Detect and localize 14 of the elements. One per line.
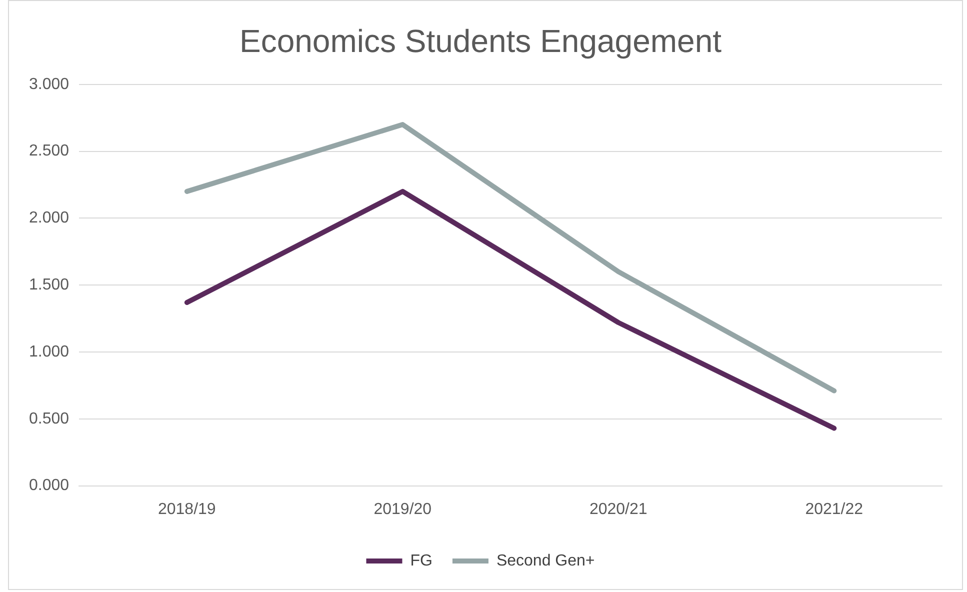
x-tick-label: 2018/19 [158,500,216,518]
x-tick-label: 2021/22 [805,500,864,518]
y-tick-label: 0.000 [28,477,70,494]
y-tick-label: 1.000 [28,343,70,360]
y-tick-label: 2.000 [28,210,70,227]
y-tick-label: 0.500 [28,410,70,428]
legend-label: Second Gen+ [496,552,595,570]
y-tick-label: 2.500 [28,142,70,160]
legend-label: FG [410,552,432,570]
x-tick-label: 2019/20 [374,500,432,518]
chart-title: Economics Students Engagement [239,23,722,60]
y-tick-label: 3.000 [28,76,70,93]
x-tick-label: 2020/21 [589,500,648,518]
y-tick-label: 1.500 [28,276,70,294]
